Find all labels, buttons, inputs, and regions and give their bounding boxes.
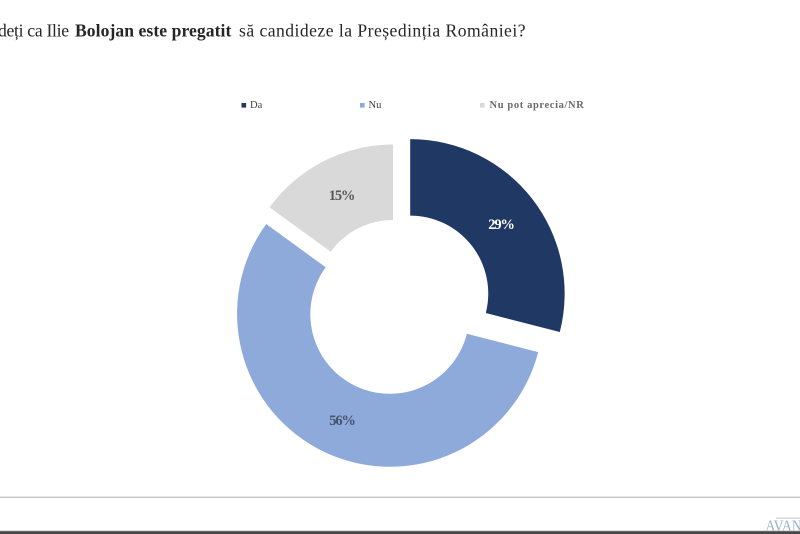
svg-text:Bolojan este pregatit: Bolojan este pregatit bbox=[75, 20, 231, 40]
svg-text:Da: Da bbox=[250, 100, 263, 111]
svg-text:deți ca Ilie: deți ca Ilie bbox=[0, 20, 69, 40]
svg-text:Nu: Nu bbox=[369, 100, 383, 111]
svg-text:56%: 56% bbox=[329, 413, 355, 429]
svg-text:15%: 15% bbox=[329, 188, 355, 204]
svg-text:Nu pot aprecia/NR: Nu pot aprecia/NR bbox=[490, 100, 585, 111]
svg-text:29%: 29% bbox=[488, 217, 514, 233]
svg-text:să candideze la Președinția Ro: să candideze la Președinția României? bbox=[239, 20, 526, 40]
svg-text:AVAN: AVAN bbox=[765, 517, 800, 534]
